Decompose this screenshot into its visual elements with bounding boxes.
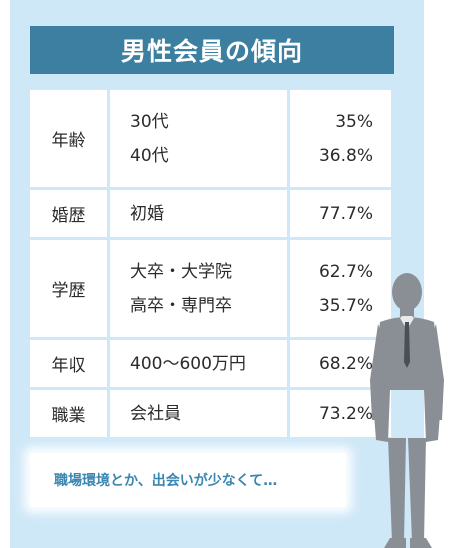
table-row-marital-history: 婚歴 初婚 77.7% xyxy=(30,190,391,237)
row-label: 職業 xyxy=(30,390,107,437)
percentage-value: 35.7% xyxy=(318,295,373,316)
percentage-value: 36.8% xyxy=(318,145,373,166)
item-text: 会社員 xyxy=(130,403,181,424)
row-items: 大卒・大学院 高卒・専門卒 xyxy=(110,240,287,337)
speech-caption: 職場環境とか、出会いが少なくて… xyxy=(30,453,346,507)
row-values: 62.7% 35.7% xyxy=(290,240,391,337)
row-items: 30代 40代 xyxy=(110,90,287,187)
row-label: 学歴 xyxy=(30,240,107,337)
item-text: 初婚 xyxy=(130,203,164,224)
item-text: 30代 xyxy=(130,111,169,132)
row-label: 婚歴 xyxy=(30,190,107,237)
item-text: 400〜600万円 xyxy=(130,353,246,374)
table-row-age: 年齢 30代 40代 35% 36.8% xyxy=(30,90,391,187)
percentage-value: 73.2% xyxy=(318,403,373,424)
item-text: 40代 xyxy=(130,145,169,166)
item-text: 大卒・大学院 xyxy=(130,261,232,282)
row-values: 77.7% xyxy=(290,190,391,237)
percentage-value: 68.2% xyxy=(318,353,373,374)
table-row-occupation: 職業 会社員 73.2% xyxy=(30,390,391,437)
businessman-silhouette-icon xyxy=(370,273,444,548)
row-label: 年齢 xyxy=(30,90,107,187)
page-title: 男性会員の傾向 xyxy=(30,26,394,74)
row-label: 年収 xyxy=(30,340,107,387)
table-row-income: 年収 400〜600万円 68.2% xyxy=(30,340,391,387)
item-text: 高卒・専門卒 xyxy=(130,295,232,316)
row-values: 35% 36.8% xyxy=(290,90,391,187)
caption-text: 職場環境とか、出会いが少なくて… xyxy=(54,473,278,489)
percentage-value: 77.7% xyxy=(318,203,373,224)
percentage-value: 35% xyxy=(335,111,373,132)
row-items: 会社員 xyxy=(110,390,287,437)
table-row-education: 学歴 大卒・大学院 高卒・専門卒 62.7% 35.7% xyxy=(30,240,391,337)
percentage-value: 62.7% xyxy=(318,261,373,282)
row-items: 初婚 xyxy=(110,190,287,237)
row-items: 400〜600万円 xyxy=(110,340,287,387)
